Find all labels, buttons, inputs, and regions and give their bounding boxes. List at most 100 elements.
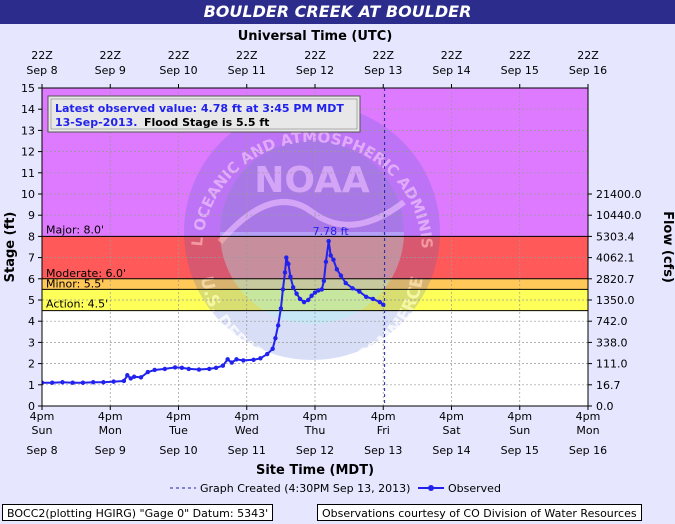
top-tick-date: Sep 8: [26, 64, 57, 77]
observed-point: [280, 287, 286, 292]
noaa-logo-lower: [220, 232, 404, 324]
observed-point: [207, 366, 212, 372]
x-tick-time: 4pm: [303, 410, 328, 423]
flow-tick-label: 0.0: [596, 400, 614, 413]
x-tick-day: Tue: [168, 424, 188, 437]
gage-datum-note: BOCC2(plotting HGIRG) "Gage 0" Datum: 53…: [2, 504, 274, 521]
observed-point: [381, 302, 386, 307]
noaa-logo-letters: NOAA: [254, 160, 370, 201]
observed-point: [138, 375, 144, 380]
x-tick-date: Sep 10: [159, 444, 197, 457]
observed-point: [290, 285, 296, 290]
top-tick-date: Sep 9: [95, 64, 126, 77]
observed-point: [101, 380, 106, 385]
flow-tick-label: 21400.0: [596, 188, 642, 201]
flood-stage-text: Flood Stage is 5.5 ft: [144, 116, 269, 129]
observed-point: [305, 297, 311, 303]
x-tick-day: Sat: [442, 424, 461, 437]
top-tick-date: Sep 14: [432, 64, 470, 77]
y-axis-title: Stage (ft): [3, 212, 18, 283]
top-tick-date: Sep 11: [228, 64, 266, 77]
latest-observed-date: 13-Sep-2013.: [55, 116, 138, 129]
observed-point: [251, 357, 256, 362]
top-tick-date: Sep 13: [364, 64, 402, 77]
x-tick-time: 4pm: [439, 410, 464, 423]
observed-point: [70, 380, 75, 385]
legend-created-label: Graph Created (4:30PM Sep 13, 2013): [200, 482, 410, 495]
y-tick-label: 11: [21, 167, 35, 180]
observed-point: [297, 296, 303, 302]
observed-point: [128, 376, 133, 381]
x-tick-time: 4pm: [30, 410, 55, 423]
top-tick-time: 22Z: [577, 49, 599, 62]
axes: 01234567891011121314150.016.7111.0338.07…: [3, 29, 675, 478]
noaa-logo-ring: [184, 104, 440, 360]
observed-point: [319, 287, 325, 292]
x-tick-date: Sep 8: [26, 444, 57, 457]
x-tick-date: Sep 13: [364, 444, 402, 457]
observed-point: [284, 255, 289, 260]
latest-observed-line1: Latest observed value: 4.78 ft at 3:45 P…: [55, 102, 344, 115]
x-tick-time: 4pm: [166, 410, 191, 423]
observed-point: [316, 288, 321, 293]
observed-point: [60, 380, 65, 385]
observed-point: [334, 267, 340, 272]
observed-point: [90, 380, 96, 385]
y-tick-label: 14: [21, 103, 35, 116]
flow-tick-label: 2820.7: [596, 273, 635, 286]
x-tick-date: Sep 9: [95, 444, 126, 457]
observed-point: [213, 365, 219, 371]
observed-point: [225, 357, 230, 362]
observed-point: [309, 293, 314, 298]
observed-point: [196, 367, 202, 372]
top-tick-time: 22Z: [509, 49, 531, 62]
observed-point: [294, 291, 299, 296]
observed-point: [278, 306, 284, 311]
observed-point: [220, 363, 226, 368]
top-tick-time: 22Z: [236, 49, 258, 62]
y-tick-label: 0: [28, 400, 35, 413]
observed-point: [363, 294, 369, 300]
observed-point: [286, 261, 291, 267]
flow-tick-label: 1350.0: [596, 294, 635, 307]
observed-point: [152, 367, 157, 373]
x-tick-day: Fri: [377, 424, 390, 437]
band-labels: Action: 4.5' Minor: 5.5'Moderate: 6.0' Maj…: [46, 223, 349, 310]
y-tick-label: 6: [28, 273, 35, 286]
observed-point: [301, 299, 307, 305]
x-tick-time: 4pm: [98, 410, 123, 423]
observed-point: [343, 280, 348, 286]
x-tick-date: Sep 12: [296, 444, 334, 457]
observed-point: [357, 289, 362, 294]
top-axis-title: Universal Time (UTC): [238, 29, 393, 44]
x-tick-date: Sep 14: [432, 444, 470, 457]
observed-point: [131, 374, 137, 379]
info-box-inner: [50, 98, 358, 130]
info-box-bg: [47, 95, 361, 133]
observed-point: [323, 259, 329, 265]
flow-tick-label: 10440.0: [596, 209, 642, 222]
observed-point: [288, 274, 293, 279]
x-tick-date: Sep 15: [501, 444, 539, 457]
observations-credit: Observations courtesy of CO Division of …: [317, 504, 642, 521]
top-tick-time: 22Z: [168, 49, 190, 62]
x-axis-title: Site Time (MDT): [256, 463, 374, 478]
top-tick-date: Sep 12: [296, 64, 334, 77]
y-tick-label: 7: [28, 252, 35, 265]
band-label: Minor: 5.5': [46, 277, 104, 290]
observed-point: [312, 290, 318, 295]
noaa-logo-bird: [217, 199, 406, 244]
flow-axis-title: Flow (cfs): [660, 211, 675, 283]
observed-point: [328, 253, 333, 258]
top-tick-time: 22Z: [99, 49, 121, 62]
band-label: Major: 8.0': [46, 223, 104, 236]
observed-point: [377, 299, 383, 305]
x-tick-day: Thu: [304, 424, 326, 437]
observed-point: [338, 273, 344, 278]
observed-point: [370, 296, 376, 302]
y-tick-label: 2: [28, 358, 35, 371]
x-tick-time: 4pm: [507, 410, 532, 423]
top-tick-date: Sep 15: [501, 64, 539, 77]
x-tick-time: 4pm: [576, 410, 601, 423]
hydrograph-chart: NOAANATIONAL OCEANIC AND ATMOSPHERIC ADM…: [3, 29, 675, 495]
